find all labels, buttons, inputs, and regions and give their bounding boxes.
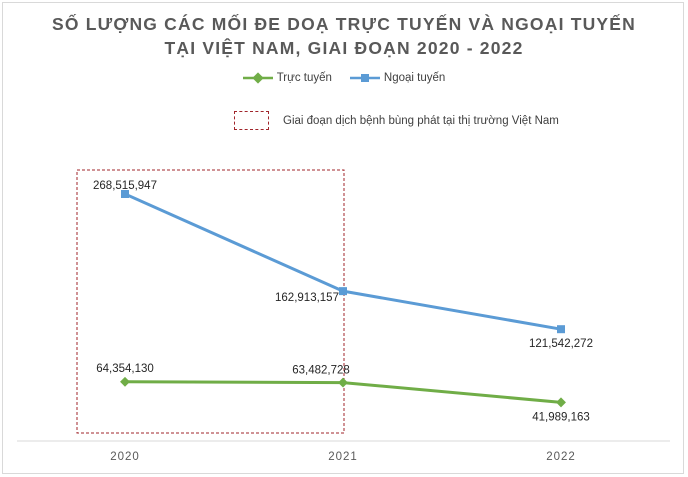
legend-item-offline: Ngoại tuyến [349, 72, 446, 84]
point-offline-2022 [557, 325, 565, 334]
legend-item-online: Trực tuyến [242, 72, 332, 84]
x-tick-label-2021: 2021 [328, 451, 358, 463]
highlight-legend-label: Giai đoạn dịch bệnh bùng phát tại thị tr… [283, 114, 559, 127]
point-online-2022 [556, 397, 566, 408]
point-offline-2021 [339, 287, 347, 296]
point-offline-2020 [121, 190, 129, 198]
chart-title-line-1: SỐ LƯỢNG CÁC MỐI ĐE DOẠ TRỰC TUYẾN VÀ NG… [51, 14, 637, 34]
highlight-legend: Giai đoạn dịch bệnh bùng phát tại thị tr… [234, 111, 559, 130]
legend-label-online: Trực tuyến [276, 72, 332, 84]
legend-swatch-online [242, 72, 273, 84]
x-tick-label-2022: 2022 [546, 451, 576, 463]
point-online-2020 [120, 376, 130, 387]
highlight-legend-box [234, 111, 269, 130]
legend-label-offline: Ngoại tuyến [383, 72, 446, 84]
chart-title-line-2: TẠI VIỆT NAM, GIAI ĐOẠN 2020 - 2022 [164, 38, 524, 58]
series-line-offline [124, 192, 562, 331]
legend-swatch-offline [349, 74, 380, 82]
data-label-online-2022: 41,989,163 [532, 411, 590, 423]
data-label-online-2021: 63,482,728 [292, 365, 350, 377]
data-label-online-2020: 64,354,130 [96, 363, 154, 375]
data-label-offline-2021: 162,913,157 [275, 292, 339, 304]
chart-title: SỐ LƯỢNG CÁC MỐI ĐE DOẠ TRỰC TUYẾN VÀ NG… [0, 12, 688, 60]
data-label-offline-2020: 268,515,947 [93, 180, 157, 192]
chart-legend: Trực tuyến Ngoại tuyến [0, 72, 688, 84]
x-tick-label-2020: 2020 [110, 451, 140, 463]
data-label-offline-2022: 121,542,272 [529, 338, 593, 350]
point-online-2021 [338, 377, 348, 388]
